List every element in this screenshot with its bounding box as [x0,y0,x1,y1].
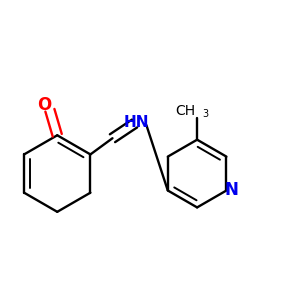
Text: HN: HN [123,115,149,130]
Text: CH: CH [176,104,196,118]
Text: O: O [37,96,51,114]
Text: N: N [224,181,238,199]
Text: 3: 3 [202,109,208,119]
